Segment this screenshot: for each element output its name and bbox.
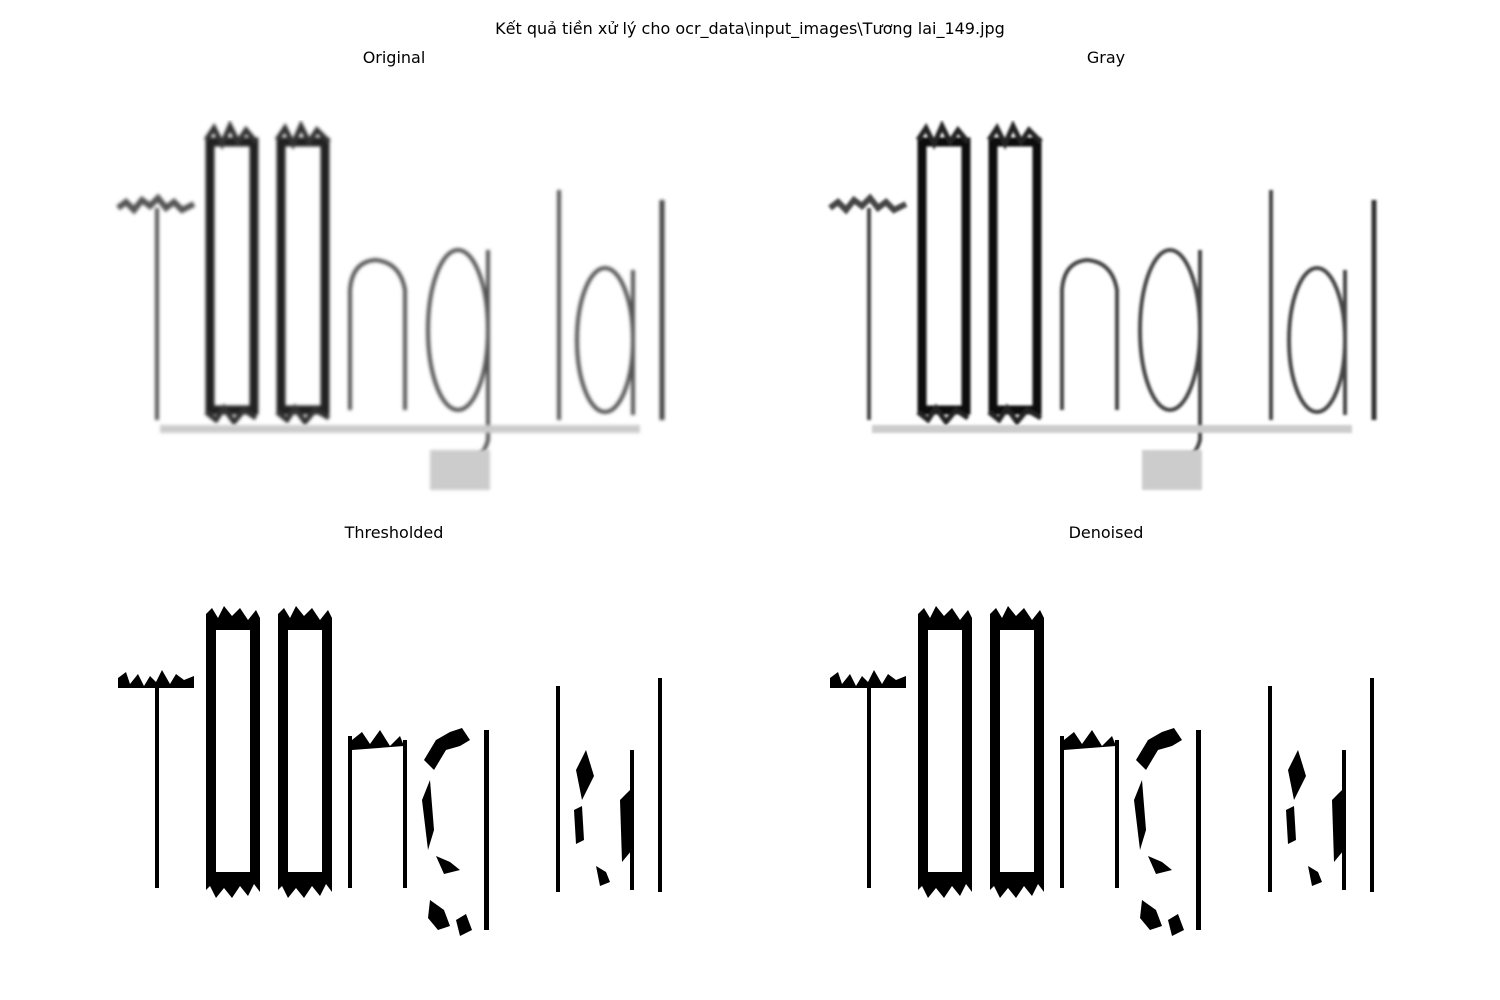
denoised-glyphs — [830, 606, 1374, 936]
gray-bottom-noise — [872, 425, 1352, 490]
panel-title-denoised: Denoised — [1068, 523, 1144, 542]
panel-title-thresholded: Thresholded — [344, 523, 444, 542]
panel-thresholded-image — [100, 600, 670, 945]
denoised-word-image — [830, 606, 1374, 936]
panel-title-gray: Gray — [1086, 48, 1126, 67]
original-word-image — [116, 120, 665, 490]
panel-original-image — [100, 120, 670, 510]
panel-denoised-image — [812, 600, 1382, 945]
figure-suptitle: Kết quả tiền xử lý cho ocr_data\input_im… — [495, 19, 1005, 38]
gray-word-image — [828, 120, 1377, 490]
gray-glyphs — [828, 120, 1377, 465]
panel-gray-image — [812, 120, 1382, 510]
thresholded-glyphs — [118, 606, 662, 936]
original-glyphs — [116, 120, 665, 465]
panel-title-original: Original — [362, 48, 426, 67]
thresholded-word-image — [118, 606, 662, 936]
original-bottom-noise — [160, 425, 640, 490]
